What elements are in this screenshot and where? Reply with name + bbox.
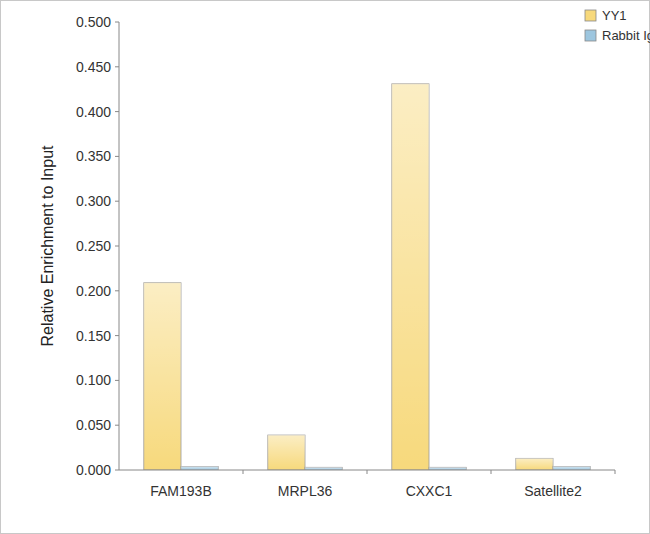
y-tick-label: 0.400 bbox=[76, 104, 111, 120]
bar bbox=[181, 466, 218, 470]
y-tick bbox=[115, 290, 119, 291]
y-tick-label: 0.150 bbox=[76, 328, 111, 344]
y-axis bbox=[119, 22, 120, 470]
x-tick bbox=[243, 470, 244, 474]
y-tick-label: 0.250 bbox=[76, 238, 111, 254]
legend-swatch bbox=[585, 30, 596, 41]
x-tick bbox=[615, 470, 616, 474]
x-tick bbox=[367, 470, 368, 474]
x-tick bbox=[491, 470, 492, 474]
chart: 0.000 0.050 0.100 0.150 0.200 0.250 0.300 0.350… bbox=[0, 0, 650, 534]
y-tick bbox=[115, 380, 119, 381]
y-tick-label: 0.000 bbox=[76, 462, 111, 478]
bar-sheen bbox=[144, 283, 181, 470]
legend-swatch bbox=[585, 10, 596, 21]
y-tick-label: 0.100 bbox=[76, 372, 111, 388]
y-tick-label: 0.350 bbox=[76, 148, 111, 164]
y-tick bbox=[115, 22, 119, 23]
y-axis-label: Relative Enrichment to Input bbox=[39, 145, 56, 347]
y-tick-label: 0.200 bbox=[76, 283, 111, 299]
bar bbox=[392, 84, 429, 470]
y-tick bbox=[115, 201, 119, 202]
y-tick-label: 0.300 bbox=[76, 193, 111, 209]
legend-label: YY1 bbox=[602, 8, 627, 23]
bar-sheen bbox=[516, 458, 553, 470]
y-tick bbox=[115, 246, 119, 247]
y-tick bbox=[115, 66, 119, 67]
bar bbox=[144, 283, 181, 470]
x-tick-label: CXXC1 bbox=[406, 483, 453, 499]
bar-sheen bbox=[392, 84, 429, 470]
bar bbox=[268, 435, 305, 470]
y-tick bbox=[115, 425, 119, 426]
legend-label: Rabbit IgG bbox=[602, 28, 650, 43]
y-tick bbox=[115, 470, 119, 471]
x-tick-label: Satellite2 bbox=[524, 483, 582, 499]
y-tick-label: 0.500 bbox=[76, 14, 111, 30]
bar bbox=[516, 458, 553, 470]
bar bbox=[553, 466, 590, 470]
bar-sheen bbox=[181, 466, 218, 470]
y-tick bbox=[115, 156, 119, 157]
frame bbox=[1, 1, 650, 534]
y-tick bbox=[115, 111, 119, 112]
x-tick-label: FAM193B bbox=[150, 483, 211, 499]
bars bbox=[144, 84, 590, 470]
bar-sheen bbox=[553, 466, 590, 470]
y-tick-label: 0.450 bbox=[76, 59, 111, 75]
y-tick bbox=[115, 335, 119, 336]
bar-sheen bbox=[268, 435, 305, 470]
x-tick-label: MRPL36 bbox=[278, 483, 333, 499]
y-tick-label: 0.050 bbox=[76, 417, 111, 433]
